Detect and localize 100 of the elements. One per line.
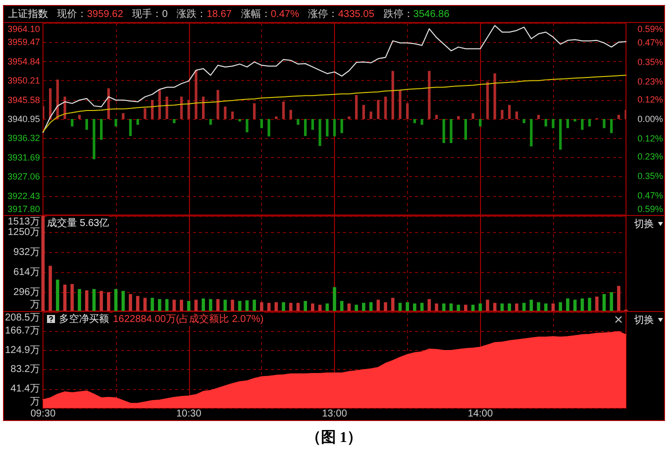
chart-title: 成交量 5.63亿 (47, 216, 110, 230)
text: 涨跌：18.67 (176, 9, 232, 20)
bar (172, 119, 176, 124)
bar (187, 100, 190, 119)
bar (136, 119, 140, 125)
bar (602, 119, 606, 128)
y2-tick-label: 0.35% (637, 57, 663, 68)
y-tick-label: 万 (30, 300, 40, 310)
bar (552, 119, 554, 128)
y-tick-label: 41.4万 (10, 383, 40, 394)
bar (420, 119, 424, 125)
y-tick-label: 3954.84 (7, 56, 40, 66)
bar (231, 112, 234, 119)
bar (362, 104, 365, 119)
y-tick-label: 3917.80 (7, 204, 40, 214)
bar (304, 119, 307, 136)
bar (209, 119, 212, 125)
text: 跌停：3546.86 (383, 9, 450, 20)
y-tick-label: 3922.43 (7, 190, 40, 201)
bar (522, 119, 526, 124)
bar (617, 114, 620, 119)
line-series (42, 74, 626, 132)
y2-tick-label: 0.00% (637, 114, 663, 124)
chart-title: 上证指数 (8, 8, 48, 21)
bar (194, 70, 198, 119)
y-tick-label: 3927.06 (7, 172, 40, 182)
y-tick-label: 1513万 (8, 216, 40, 228)
bar (610, 119, 613, 134)
bar (472, 113, 474, 119)
bar (566, 119, 570, 128)
text: 现价：3959.62 (57, 9, 124, 20)
bar (318, 119, 322, 146)
bar (289, 110, 292, 119)
text: 切换 (634, 218, 654, 231)
bar (296, 119, 300, 125)
y-tick-label: 124.9万 (4, 344, 40, 356)
bar (428, 70, 431, 119)
bar (376, 100, 380, 119)
bar (464, 119, 467, 140)
line-series (42, 24, 626, 133)
bar (180, 96, 183, 119)
y-tick-label: 3940.95 (7, 114, 40, 124)
text: 涨停：4335.05 (308, 9, 374, 20)
bar (384, 96, 387, 119)
bar (114, 119, 118, 126)
y-tick-label: 83.2万 (10, 364, 40, 376)
y2-tick-label: 0.47% (637, 190, 663, 200)
y-tick-label: 万 (30, 396, 40, 408)
bar (122, 113, 124, 119)
y2-tick-label: 0.59% (637, 204, 663, 214)
bar (478, 119, 482, 126)
y-tick-label: 296万 (13, 286, 40, 298)
text: 切换 (634, 314, 654, 327)
bar (398, 90, 402, 119)
y-tick-label: 614万 (13, 266, 40, 278)
bar (442, 119, 446, 144)
bar (282, 102, 285, 119)
bar (355, 94, 358, 119)
bar (559, 119, 562, 150)
bar (413, 119, 416, 124)
text: 涨幅：0.47% (240, 9, 300, 20)
y2-tick-label: 0.23% (637, 76, 663, 87)
bar (202, 96, 205, 119)
x-tick-label: 09:30 (30, 408, 56, 420)
bar (508, 104, 511, 119)
bar (515, 112, 518, 119)
bar (450, 119, 452, 144)
bar (100, 119, 103, 140)
bar (486, 82, 489, 119)
bar (500, 110, 504, 119)
text: （图 1） (306, 429, 362, 447)
x-tick-label: 14:00 (468, 408, 494, 420)
bar (326, 119, 329, 136)
bar (406, 103, 409, 119)
bar (70, 119, 74, 126)
y-tick-label: 3931.69 (7, 152, 40, 162)
bar (253, 103, 256, 119)
y-tick-label: 3936.32 (7, 133, 40, 144)
text: 现手：0 (132, 9, 168, 20)
bar (370, 112, 372, 119)
y-tick-label: 1250万 (8, 227, 40, 238)
bar (340, 119, 344, 134)
bar (246, 119, 248, 132)
bar (530, 119, 533, 146)
bar (588, 119, 591, 126)
x-tick-label: 10:30 (176, 408, 202, 420)
y2-tick-label: 0.59% (637, 24, 663, 34)
y2-tick-label: 0.35% (637, 170, 663, 181)
bar (78, 114, 81, 119)
chart-subtitle: 1622884.00万(占成交额比 2.07%) (113, 312, 264, 326)
y2-tick-label: 0.23% (637, 151, 663, 162)
y2-tick-label: 0.12% (637, 94, 663, 104)
x-tick-label: 13:00 (322, 408, 348, 420)
y-tick-label: 166.7万 (4, 326, 40, 337)
bar (333, 119, 336, 136)
y-tick-label: 932万 (13, 246, 40, 258)
bar (544, 119, 548, 126)
bar (85, 119, 88, 130)
bar (435, 114, 438, 119)
bar (580, 119, 584, 130)
